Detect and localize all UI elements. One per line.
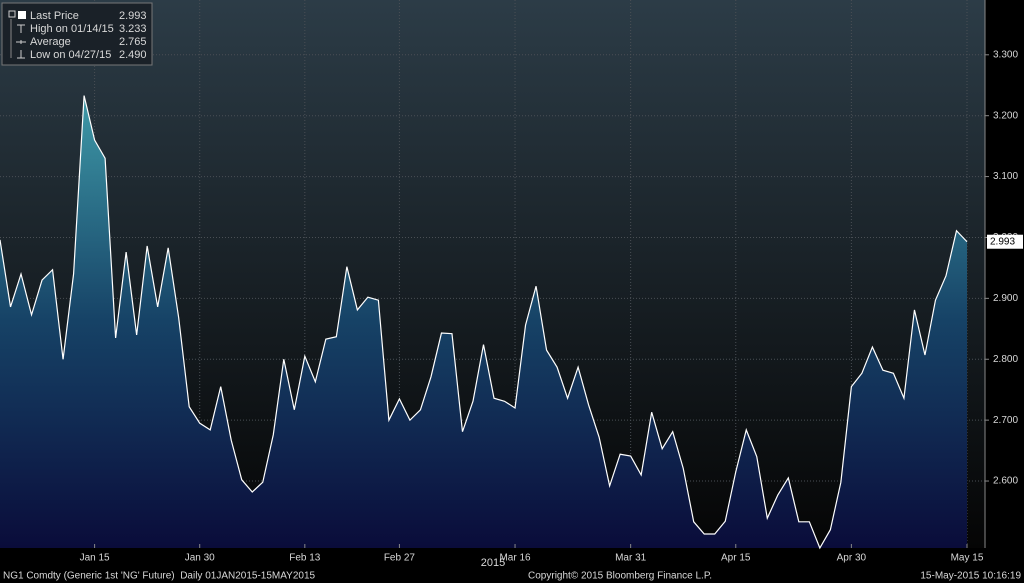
- x-tick-label: Feb 27: [384, 553, 416, 564]
- legend-icon: [17, 24, 25, 33]
- legend-label: Average: [30, 36, 71, 48]
- x-tick-label: Feb 13: [289, 553, 321, 564]
- x-tick-label: May 15: [951, 553, 984, 564]
- legend-icon: [16, 40, 26, 44]
- last-value-tag: [987, 234, 1023, 249]
- legend-value: 2.490: [119, 49, 147, 61]
- axes: 2.6002.7002.8002.9003.0003.1003.2003.300…: [80, 49, 1023, 564]
- legend-icon: [17, 50, 25, 59]
- footer-right: 15-May-2015 10:16:19: [920, 571, 1021, 582]
- x-tick-label: Mar 16: [499, 553, 531, 564]
- plot: [0, 95, 968, 550]
- legend-label: Last Price: [30, 10, 79, 22]
- legend-value: 2.993: [119, 10, 147, 22]
- legend-label: Low on 04/27/15: [30, 49, 111, 61]
- footer-left: NG1 Comdty (Generic 1st 'NG' Future) Dai…: [3, 571, 316, 582]
- legend-value: 2.765: [119, 36, 147, 48]
- x-tick-label: Apr 30: [837, 553, 867, 564]
- x-tick-label: Mar 31: [615, 553, 647, 564]
- legend-collapse[interactable]: [8, 10, 16, 18]
- legend-box: [1, 2, 153, 66]
- y-tick-label: 3.300: [993, 49, 1018, 60]
- last-value-label: 2.993: [990, 236, 1015, 247]
- x-tick-label: Apr 15: [721, 553, 751, 564]
- y-tick-label: 3.100: [993, 171, 1018, 182]
- y-tick-label: 2.900: [993, 293, 1018, 304]
- axis-panel: [985, 0, 1024, 548]
- y-tick-label: 2.600: [993, 476, 1018, 487]
- year-label: 2015: [481, 557, 505, 569]
- y-tick-label: 2.800: [993, 354, 1018, 365]
- y-tick-label: 3.200: [993, 110, 1018, 121]
- legend-swatch: [18, 11, 26, 19]
- legend-value: 3.233: [119, 23, 147, 35]
- legend: Last Price 2.993 High on 01/14/15 3.233 …: [1, 2, 153, 66]
- footer-center: Copyright© 2015 Bloomberg Finance L.P.: [528, 571, 712, 582]
- price-line: [0, 95, 968, 550]
- legend-label: High on 01/14/15: [30, 23, 114, 35]
- y-tick-label: 2.700: [993, 415, 1018, 426]
- x-tick-label: Jan 15: [80, 553, 110, 564]
- area-fill: [0, 95, 967, 549]
- x-tick-label: Jan 30: [185, 553, 215, 564]
